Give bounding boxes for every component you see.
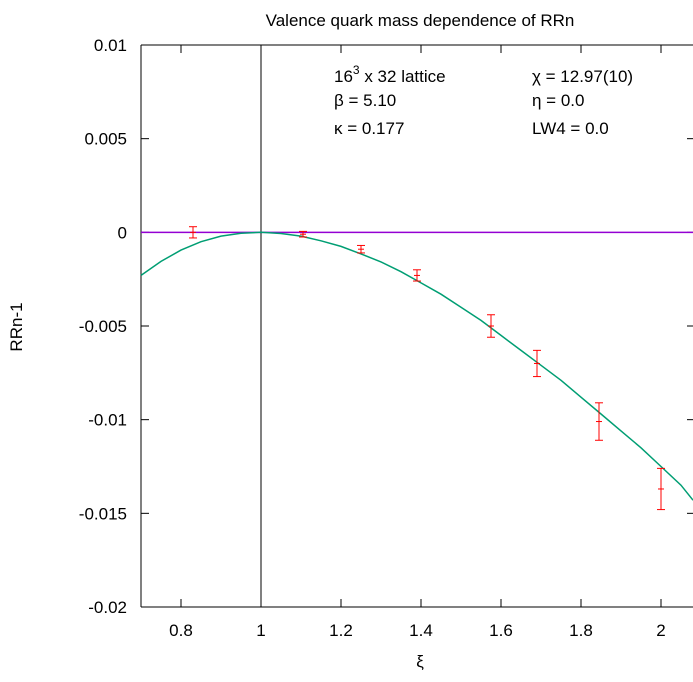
- y-tick-label: -0.015: [79, 504, 127, 523]
- data-point: [357, 244, 365, 254]
- data-point: [299, 230, 307, 238]
- fit-curve-group: [140, 231, 693, 501]
- annotation-lattice-base: 16: [334, 67, 353, 86]
- x-ticks: 0.8 1 1.2 1.4 1.6 1.8 2: [169, 45, 666, 640]
- reference-lines: [141, 45, 693, 607]
- data-point: [595, 402, 603, 441]
- y-tick-label: -0.02: [88, 598, 127, 617]
- annotation-kappa: κ = 0.177: [334, 119, 404, 138]
- data-point: [413, 269, 421, 282]
- x-axis-label: ξ: [416, 652, 424, 671]
- annotation-beta: β = 5.10: [334, 91, 396, 110]
- y-tick-label: 0.01: [94, 36, 127, 55]
- x-tick-label: 1: [256, 621, 265, 640]
- x-tick-label: 1.4: [409, 621, 433, 640]
- annotations: 163 x 32 lattice β = 5.10 κ = 0.177 χ = …: [334, 63, 633, 138]
- data-point: [189, 226, 197, 239]
- annotation-lattice: 163 x 32 lattice: [334, 63, 446, 86]
- x-tick-label: 1.8: [569, 621, 593, 640]
- annotation-lattice-rest: x 32 lattice: [360, 67, 446, 86]
- y-tick-label: 0: [118, 223, 127, 242]
- y-axis-label: RRn-1: [7, 302, 26, 351]
- y-ticks: 0.01 0.005 0 -0.005 -0.01 -0.015 -0.02: [79, 36, 693, 617]
- data-point: [657, 467, 665, 511]
- chart-title: Valence quark mass dependence of RRn: [266, 11, 575, 30]
- data-points-group: [189, 226, 665, 511]
- data-point: [487, 314, 495, 338]
- annotation-chi: χ = 12.97(10): [532, 67, 633, 86]
- y-tick-label: -0.01: [88, 411, 127, 430]
- y-tick-label: -0.005: [79, 317, 127, 336]
- plot-area: [140, 44, 693, 608]
- x-tick-label: 1.6: [489, 621, 513, 640]
- annotation-lattice-exponent: 3: [353, 63, 360, 77]
- x-tick-label: 2: [656, 621, 665, 640]
- x-tick-label: 1.2: [329, 621, 353, 640]
- x-tick-label: 0.8: [169, 621, 193, 640]
- fit-curve: [140, 231, 693, 501]
- data-point: [533, 349, 541, 378]
- annotation-lw4: LW4 = 0.0: [532, 119, 609, 138]
- y-tick-label: 0.005: [84, 130, 127, 149]
- annotation-eta: η = 0.0: [532, 91, 584, 110]
